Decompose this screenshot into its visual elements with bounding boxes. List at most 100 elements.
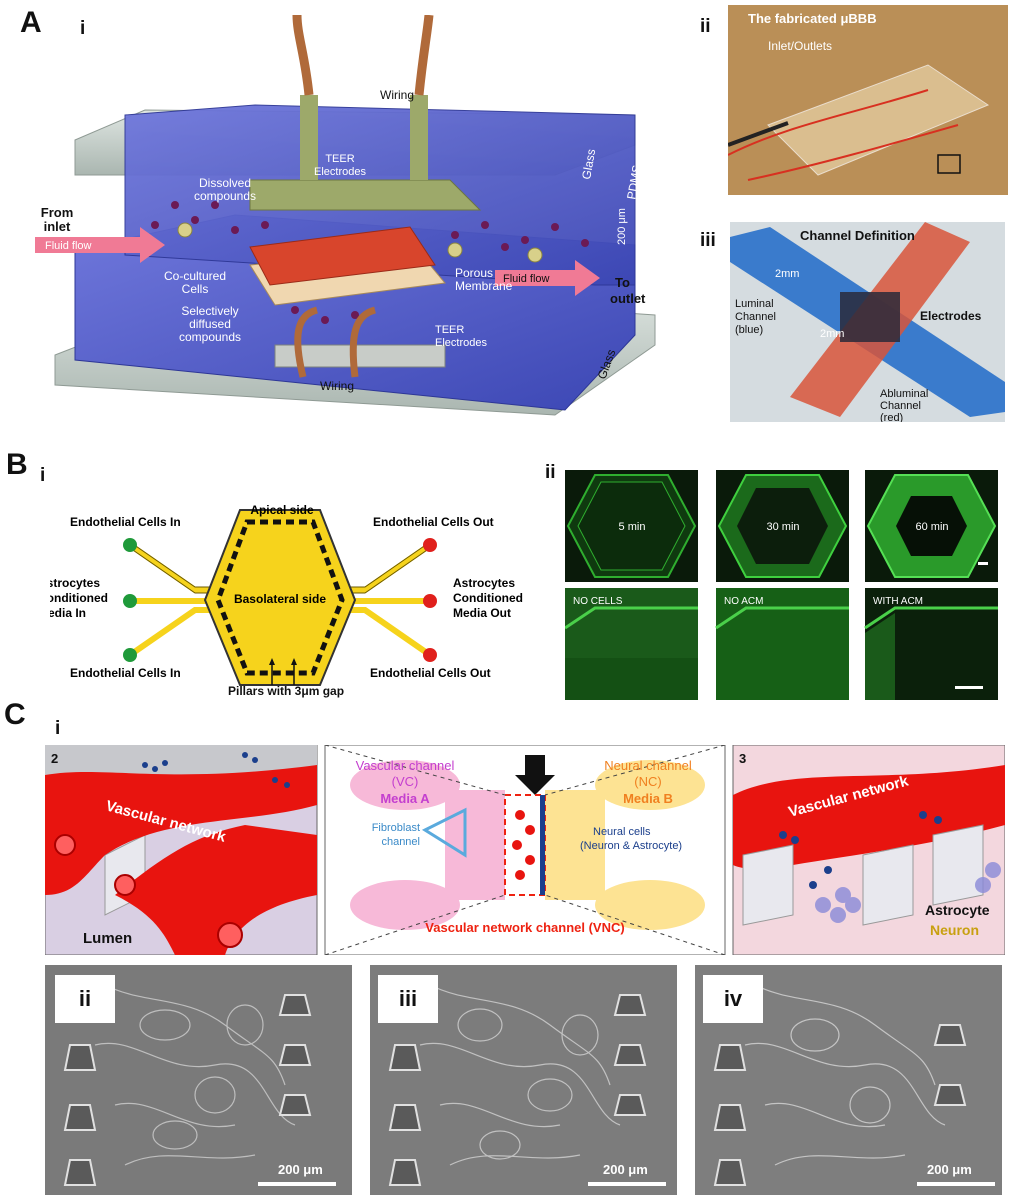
bottom-wire-left <box>294 306 319 378</box>
fluor-60min <box>865 470 998 582</box>
endo-out-bottom-port <box>423 648 437 662</box>
astro-out-label-1: Astrocytes <box>453 576 515 590</box>
glass-top-label: Glass <box>579 148 598 181</box>
photo-iii-title: Channel Definition <box>800 228 915 243</box>
selective-label-2: diffused <box>189 317 231 331</box>
endo-in-top-label: Endothelial Cells In <box>70 515 181 529</box>
photo-ii-inlet: Inlet/Outlets <box>768 39 832 53</box>
luminal-2: Channel <box>735 311 776 323</box>
panel-a-ii-label: ii <box>700 16 711 37</box>
teer-top-label-1: TEER <box>325 153 354 165</box>
porous-label-1: Porous <box>455 266 493 280</box>
dim-top: 2mm <box>775 268 799 280</box>
panel-b-ii-label: ii <box>545 462 556 483</box>
fluor-label-with-acm: WITH ACM <box>873 596 923 607</box>
astro-in-label-1: Astrocytes <box>50 576 100 590</box>
chip-glass <box>767 64 990 176</box>
neural-label-2: (Neuron & Astrocyte) <box>580 840 682 852</box>
electrodes-label: Electrodes <box>920 309 982 323</box>
bottom-wire-right <box>349 306 377 378</box>
micrograph-iii <box>370 965 677 1195</box>
cocultured-label-2: Cells <box>182 282 209 296</box>
blood-brain-barrier-chip-diagram: Wiring TEER Electrodes Glass PDMS Dissol… <box>35 15 656 416</box>
left-zoom-illustration <box>45 745 318 955</box>
fabricated-chip-photo: The fabricated μBBB Inlet/Outlets <box>728 5 1008 195</box>
abluminal-1: Abluminal <box>880 388 928 400</box>
from-inlet-label-2: inlet <box>44 219 71 234</box>
abluminal-2: Channel <box>880 400 921 412</box>
vc-label-2: (VC) <box>392 774 419 789</box>
micrograph-iii-scale: 200 μm <box>603 1162 648 1177</box>
top-wire-left <box>292 15 314 96</box>
fluor-30min <box>716 470 849 582</box>
right-panel-number: 3 <box>739 751 746 766</box>
panel-a-letter: A <box>20 6 42 39</box>
pdms-label: PDMS <box>624 164 644 201</box>
fluid-flow-right-arrow <box>495 260 600 296</box>
co-cultured-cells <box>249 226 436 286</box>
astro-out-port <box>423 594 437 608</box>
vascular-network-chip-illustration: 2 Vascular network Lumen Vascular channe… <box>45 745 1005 955</box>
thickness-label: 200 μm <box>616 208 628 245</box>
micrograph-iv-scale: 200 μm <box>927 1162 972 1177</box>
abluminal-3: (red) <box>880 412 903 422</box>
top-teer-electrode <box>249 179 482 211</box>
dissolved-label-1: Dissolved <box>199 176 251 190</box>
luminal-1: Luminal <box>735 298 774 310</box>
apical-label: Apical side <box>250 503 314 517</box>
selective-label-1: Selectively <box>181 304 238 318</box>
fluor-no-cells <box>565 588 698 700</box>
cocultured-label-1: Co-cultured <box>164 269 226 283</box>
wiring-top-label: Wiring <box>380 88 414 102</box>
endo-out-top-label: Endothelial Cells Out <box>373 515 494 529</box>
fluor-label-30min: 30 min <box>766 521 799 533</box>
panel-a-i-label: i <box>80 18 86 39</box>
teer-bottom-label-2: Electrodes <box>435 337 487 349</box>
fluid-flow-left-arrow <box>35 227 165 263</box>
astro-in-label-3: Media In <box>50 606 86 620</box>
zoom-box <box>937 154 961 174</box>
top-wire-right <box>414 15 434 96</box>
nc-label-2: (NC) <box>634 774 661 789</box>
fluor-no-acm <box>715 588 849 700</box>
to-outlet-label-2: outlet <box>610 291 646 306</box>
astro-out-label-2: Conditioned <box>453 591 523 605</box>
astro-in-port <box>123 594 137 608</box>
fibroblast-label-2: channel <box>381 836 420 848</box>
dissolved-particles <box>151 201 589 324</box>
fluor-label-60min: 60 min <box>915 521 948 533</box>
panel-c-letter: C <box>4 698 26 731</box>
left-panel-number: 2 <box>51 751 58 766</box>
electrode-block <box>840 292 900 342</box>
teer-top-label-2: Electrodes <box>314 166 366 178</box>
vc-label-1: Vascular channel <box>356 758 455 773</box>
neural-label-1: Neural cells <box>593 826 651 838</box>
nc-label-1: Neural channel <box>604 758 692 773</box>
chip-wire-2 <box>747 124 959 181</box>
micrograph-iv-label: iv <box>703 975 763 1023</box>
fluor-label-5min: 5 min <box>619 521 646 533</box>
astro-in-label-2: Conditioned <box>50 591 108 605</box>
center-chip-schematic <box>324 745 726 955</box>
large-compounds <box>177 222 543 263</box>
to-outlet-label-1: To <box>615 275 630 290</box>
selective-label-3: compounds <box>179 330 241 344</box>
left-lumen-label: Lumen <box>83 930 132 947</box>
luminal-3: (blue) <box>735 324 763 336</box>
endo-in-bottom-port <box>123 648 137 662</box>
teer-bottom-label-1: TEER <box>435 324 464 336</box>
photo-ii-title: The fabricated μBBB <box>748 11 877 26</box>
endo-in-top-port <box>123 538 137 552</box>
from-inlet-label-1: From <box>41 205 74 220</box>
fluor-with-acm <box>864 588 998 700</box>
nc-label-3: Media B <box>623 791 673 806</box>
panel-b-letter: B <box>6 448 28 481</box>
pillars-label: Pillars with 3μm gap <box>228 684 345 698</box>
fluor-5min <box>565 470 698 582</box>
fluid-flow-right-label: Fluid flow <box>503 273 550 285</box>
top-electrode-lead-right <box>410 95 428 180</box>
fluid-flow-left-label: Fluid flow <box>45 240 92 252</box>
wiring-bottom-label: Wiring <box>320 379 354 393</box>
microfluidic-channel-schematic: Apical side Basolateral side Endothelial… <box>50 503 523 686</box>
micrograph-ii-label: ii <box>55 975 115 1023</box>
